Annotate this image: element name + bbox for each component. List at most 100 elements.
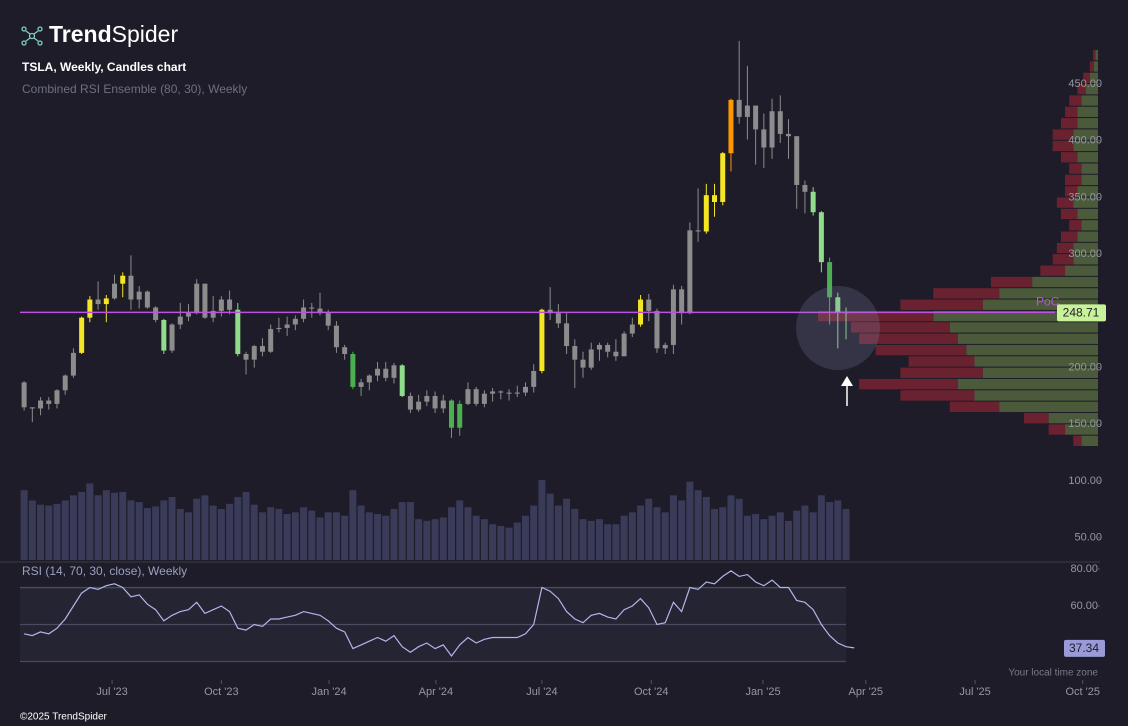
volume-bar: [28, 500, 36, 560]
candle-body: [531, 371, 537, 387]
profile-down: [1093, 49, 1096, 61]
candle-body: [449, 400, 455, 428]
volume-bar: [694, 490, 702, 560]
profile-down: [1052, 140, 1074, 152]
volume-bar: [193, 498, 201, 560]
profile-down: [1060, 118, 1078, 129]
volume-bar: [176, 508, 184, 560]
candle-body: [785, 133, 791, 137]
candle-body: [432, 395, 438, 409]
volume-bar: [546, 493, 554, 560]
candle-body: [629, 324, 635, 334]
candle-body: [383, 368, 389, 378]
candle-body: [736, 99, 742, 117]
volume-bar: [530, 505, 538, 560]
profile-up: [974, 356, 1098, 367]
volume-bar: [776, 512, 784, 560]
candle-body: [391, 365, 397, 378]
volume-bars: [20, 480, 850, 560]
volume-bar: [801, 505, 809, 560]
profile-up: [1081, 163, 1098, 174]
volume-bar: [587, 520, 595, 560]
volume-bar: [316, 517, 324, 560]
profile-down: [949, 401, 1000, 412]
candle-body: [670, 289, 676, 345]
volume-bar: [661, 512, 669, 560]
candle-body: [613, 351, 619, 357]
candle-body: [276, 327, 282, 330]
volume-bar: [579, 519, 587, 560]
volume-bar: [842, 508, 850, 560]
logo-bold: Trend: [49, 21, 112, 47]
rsi-title: RSI (14, 70, 30, close), Weekly: [22, 564, 187, 578]
volume-bar: [719, 507, 727, 560]
candle-body: [120, 275, 126, 284]
volume-bar: [793, 510, 801, 560]
y-tick-label: 300.00: [1068, 248, 1102, 260]
candle-body: [251, 346, 257, 360]
profile-down: [1060, 152, 1078, 163]
candle-body: [555, 313, 561, 324]
candle-body: [712, 195, 718, 202]
candle-body: [333, 325, 339, 348]
profile-up: [1093, 61, 1098, 72]
volume-bar: [78, 491, 86, 560]
volume-bar: [521, 515, 529, 560]
volume-bar: [669, 495, 677, 560]
candle-body: [342, 347, 348, 354]
candle-body: [835, 297, 841, 313]
volume-bar: [308, 510, 316, 560]
profile-up: [999, 401, 1098, 412]
profile-up: [999, 288, 1098, 299]
candle-body: [580, 359, 586, 368]
candle-body: [366, 375, 372, 383]
candle-body: [62, 375, 68, 391]
candle-body: [769, 111, 775, 148]
volume-bar: [834, 500, 842, 560]
signal-arrow: [841, 376, 853, 406]
candle-body: [794, 136, 800, 185]
volume-bar: [275, 508, 283, 560]
profile-up: [933, 310, 1098, 322]
candle-body: [703, 195, 709, 232]
volume-bar: [628, 512, 636, 560]
candle-body: [679, 289, 685, 314]
profile-up: [1073, 242, 1098, 254]
volume-bar: [809, 512, 817, 560]
candle-body: [103, 298, 109, 305]
volume-bar: [291, 512, 299, 560]
candle-body: [720, 153, 726, 202]
profile-down: [1060, 208, 1078, 220]
volume-bar: [727, 495, 735, 560]
profile-up: [1065, 265, 1098, 276]
volume-bar: [489, 524, 497, 560]
profile-up: [1073, 140, 1098, 152]
profile-up: [1077, 118, 1098, 129]
volume-bar: [817, 495, 825, 560]
profile-up: [1081, 174, 1098, 186]
profile-up: [1032, 276, 1098, 288]
x-tick-label: Jan '25: [745, 686, 780, 698]
profile-down: [1060, 231, 1078, 242]
candle-body: [161, 319, 167, 351]
x-tick-label: Jul '23: [96, 686, 127, 698]
candle-body: [136, 291, 142, 300]
profile-down: [1052, 254, 1074, 265]
volume-bar: [768, 515, 776, 560]
profile-up: [958, 333, 1098, 344]
volume-bar: [563, 498, 571, 560]
x-tick-label: Jul '25: [959, 686, 990, 698]
volume-bar: [341, 515, 349, 560]
volume-bar: [267, 507, 275, 560]
volume-bar: [250, 504, 258, 560]
candle-body: [243, 354, 249, 360]
profile-up: [1065, 424, 1098, 435]
profile-down: [990, 276, 1033, 288]
candle-body: [177, 316, 183, 325]
volume-bar: [20, 490, 28, 560]
volume-bar: [513, 522, 521, 560]
candle-body: [596, 344, 602, 350]
volume-bar: [406, 502, 414, 560]
profile-up: [958, 378, 1098, 390]
